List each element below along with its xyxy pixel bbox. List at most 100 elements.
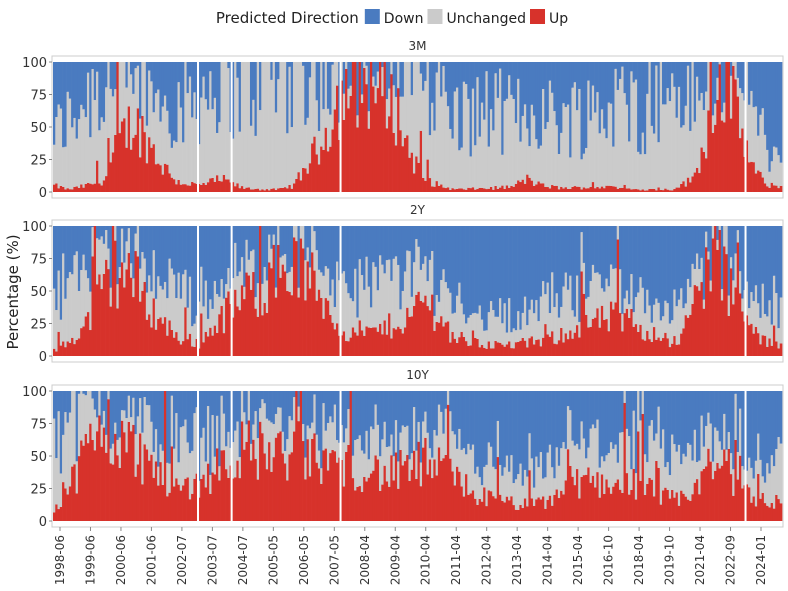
bar-segment-down	[172, 62, 176, 141]
bar-segment-down	[383, 226, 387, 274]
bar-segment-down	[582, 226, 586, 263]
bar-segment-up	[225, 179, 228, 192]
bar-segment-unchanged	[186, 93, 190, 186]
bar-segment-up	[460, 331, 464, 356]
bar-segment-up	[603, 493, 606, 521]
bar-segment-unchanged	[304, 260, 307, 301]
bar-segment-down	[444, 391, 448, 409]
bar-segment-up	[659, 504, 663, 521]
bar-segment-down	[127, 226, 131, 229]
bar-segment-unchanged	[757, 135, 760, 171]
bar-segment-up	[594, 487, 597, 521]
bar-segment-unchanged	[646, 289, 649, 331]
bar-segment-up	[580, 476, 584, 521]
bar-segment-down	[483, 391, 486, 467]
bar-segment-up	[530, 180, 534, 192]
bar-segment-up	[363, 476, 366, 521]
bar-segment-up	[686, 499, 690, 521]
bar-segment-up	[80, 184, 83, 192]
bar-segment-up	[526, 347, 529, 356]
bar-segment-unchanged	[388, 88, 391, 117]
bar-segment-up	[324, 298, 328, 356]
bar-segment-unchanged	[499, 298, 502, 343]
bar-segment-unchanged	[478, 305, 482, 348]
bar-segment-down	[200, 226, 203, 267]
bar-segment-down	[372, 391, 375, 430]
bar-segment-down	[175, 226, 178, 299]
bar-segment-unchanged	[62, 253, 65, 342]
bar-segment-up	[779, 185, 783, 192]
bar-segment-down	[478, 62, 482, 137]
bar-segment-unchanged	[480, 102, 484, 188]
bar-segment-down	[261, 391, 264, 400]
bar-segment-down	[768, 226, 772, 301]
bar-segment-unchanged	[628, 141, 631, 189]
bar-segment-down	[148, 391, 151, 406]
bar-segment-unchanged	[259, 408, 262, 422]
bar-segment-up	[331, 129, 335, 192]
bar-segment-unchanged	[82, 254, 86, 327]
bar-segment-unchanged	[709, 423, 713, 462]
bar-segment-unchanged	[612, 268, 615, 310]
bar-segment-down	[639, 226, 642, 278]
bar-segment-up	[107, 137, 110, 192]
bar-segment-up	[68, 189, 72, 192]
bar-segment-unchanged	[322, 109, 326, 150]
bar-segment-unchanged	[514, 330, 518, 343]
bar-segment-up	[702, 468, 706, 521]
bar-segment-unchanged	[523, 469, 527, 499]
bar-segment-up	[465, 341, 468, 356]
bar-segment-unchanged	[628, 304, 631, 318]
bar-segment-unchanged	[367, 459, 371, 478]
bar-segment-up	[566, 188, 570, 192]
bar-segment-unchanged	[575, 443, 579, 470]
bar-segment-up	[437, 322, 441, 356]
bar-segment-unchanged	[356, 439, 359, 487]
bar-segment-unchanged	[508, 75, 511, 188]
bar-segment-unchanged	[460, 147, 464, 189]
bar-segment-unchanged	[632, 410, 636, 469]
bar-segment-up	[623, 313, 627, 356]
bar-segment-up	[397, 326, 400, 356]
bar-segment-unchanged	[455, 448, 459, 467]
bar-segment-up	[295, 179, 298, 192]
bar-segment-up	[562, 342, 565, 356]
bar-segment-down	[236, 62, 239, 78]
bar-segment-up	[53, 512, 56, 521]
bar-segment-unchanged	[109, 448, 113, 464]
bar-segment-down	[614, 62, 618, 69]
bar-segment-unchanged	[268, 420, 271, 443]
bar-segment-up	[557, 340, 561, 356]
bar-segment-up	[521, 179, 525, 192]
bar-segment-up	[433, 459, 436, 521]
bar-segment-up	[340, 459, 344, 521]
bar-segment-unchanged	[616, 226, 620, 240]
bar-segment-up	[467, 494, 470, 521]
bar-segment-down	[521, 391, 525, 486]
bar-segment-unchanged	[225, 446, 228, 470]
bar-segment-unchanged	[193, 92, 196, 184]
bar-segment-down	[66, 62, 70, 92]
bar-segment-up	[686, 317, 690, 356]
bar-segment-unchanged	[234, 242, 237, 290]
bar-segment-down	[673, 391, 676, 445]
bar-segment-down	[435, 226, 439, 295]
bar-segment-unchanged	[729, 257, 733, 269]
bar-segment-up	[455, 342, 459, 356]
bar-segment-up	[442, 187, 446, 192]
bar-segment-up	[399, 449, 402, 521]
bar-segment-down	[172, 226, 176, 275]
bar-segment-unchanged	[535, 456, 538, 500]
bar-segment-down	[170, 391, 174, 396]
bar-segment-up	[431, 186, 434, 192]
bar-segment-unchanged	[476, 313, 479, 339]
bar-segment-unchanged	[206, 109, 210, 183]
bar-segment-down	[86, 62, 90, 73]
bar-segment-down	[605, 62, 609, 139]
bar-segment-unchanged	[770, 455, 774, 503]
bar-segment-down	[449, 391, 452, 412]
bar-segment-down	[772, 391, 776, 467]
bar-segment-up	[618, 188, 622, 192]
bar-segment-unchanged	[736, 452, 740, 480]
